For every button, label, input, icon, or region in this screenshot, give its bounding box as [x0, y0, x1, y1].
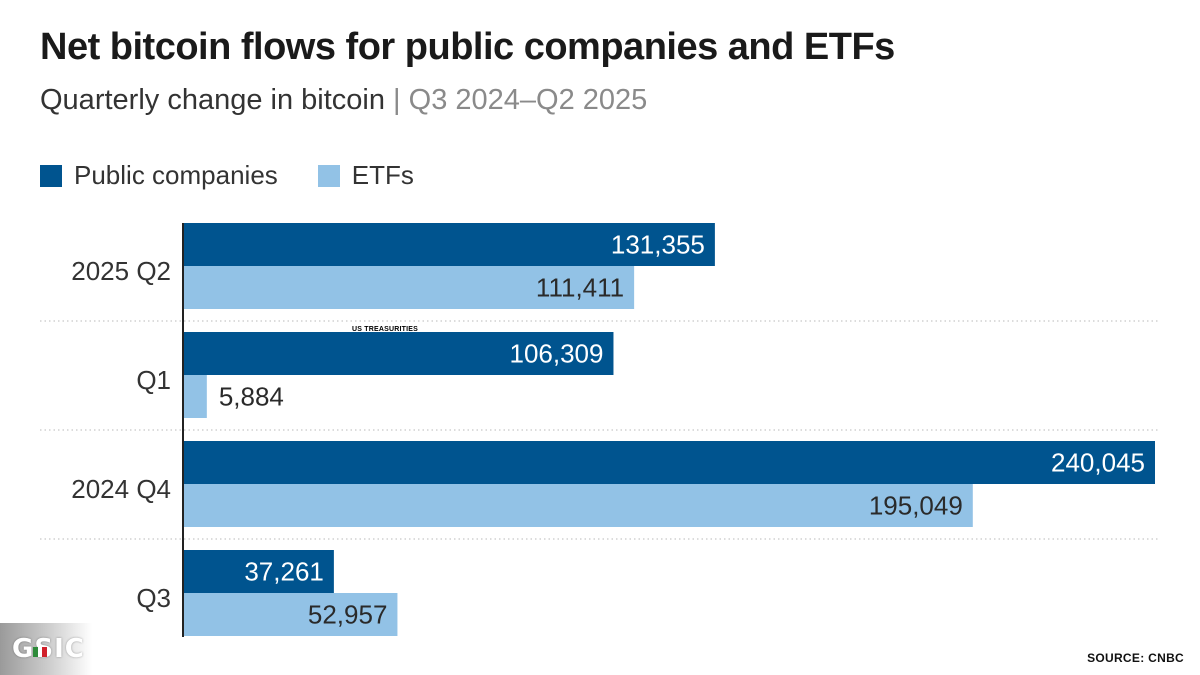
bar-public-companies	[183, 550, 334, 593]
legend-swatch-etfs	[317, 164, 340, 187]
logo-text: GSIC	[12, 634, 85, 664]
bar-etfs	[183, 375, 207, 418]
data-label: 240,045	[1051, 448, 1145, 478]
chart-subtitle: Quarterly change in bitcoin | Q3 2024–Q2…	[40, 84, 647, 117]
legend-item-public-companies: Public companies	[40, 160, 278, 191]
bar-etfs	[183, 593, 398, 636]
legend-item-etfs: ETFs	[317, 160, 414, 191]
legend-label-etfs: ETFs	[351, 160, 414, 190]
category-label: 2024 Q4	[71, 474, 171, 504]
bar-public-companies	[183, 223, 715, 266]
legend-label-public-companies: Public companies	[74, 160, 278, 190]
flag-icon	[33, 647, 47, 657]
category-label: Q1	[136, 365, 171, 395]
bar-public-companies	[183, 441, 1155, 484]
chart-title: Net bitcoin flows for public companies a…	[40, 26, 895, 68]
data-label: 131,355	[611, 230, 705, 260]
data-label: 195,049	[869, 491, 963, 521]
annotation-text: US TREASURITIES	[352, 326, 419, 333]
data-label: 37,261	[244, 557, 324, 587]
data-label: 5,884	[219, 382, 284, 412]
category-label: 2025 Q2	[71, 256, 171, 286]
data-label: 106,309	[509, 339, 603, 369]
category-label: Q3	[136, 583, 171, 613]
bar-etfs	[183, 484, 973, 527]
subtitle-range: Q3 2024–Q2 2025	[408, 84, 648, 116]
data-label: 52,957	[308, 600, 388, 630]
gsic-logo: GSIC	[0, 623, 92, 675]
bar-public-companies	[183, 332, 614, 375]
bar-etfs	[183, 266, 635, 309]
data-label: 111,411	[536, 273, 624, 303]
legend: Public companies ETFs	[40, 160, 454, 191]
legend-swatch-public-companies	[40, 164, 62, 187]
source-note: SOURCE: CNBC	[1087, 651, 1184, 665]
subtitle-separator: |	[384, 84, 409, 116]
subtitle-main: Quarterly change in bitcoin	[40, 84, 385, 116]
